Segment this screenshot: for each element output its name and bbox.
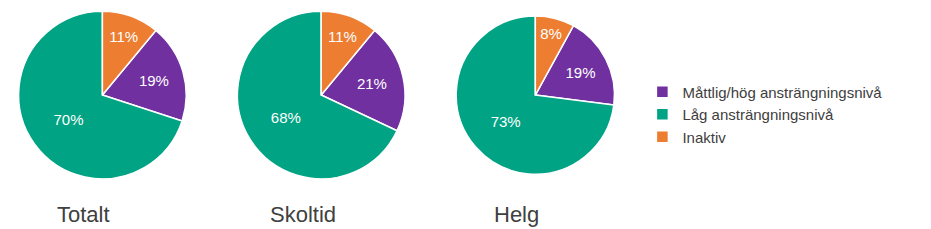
svg-text:Låg ansträngningsnivå: Låg ansträngningsnivå [682,106,834,123]
svg-text:68%: 68% [271,109,301,126]
svg-text:19%: 19% [565,64,595,81]
svg-text:73%: 73% [491,113,521,130]
svg-text:21%: 21% [357,75,387,92]
svg-text:8%: 8% [540,25,562,42]
svg-text:Inaktiv: Inaktiv [682,129,726,146]
svg-text:11%: 11% [328,28,357,45]
svg-text:Skoltid: Skoltid [270,202,336,227]
svg-text:Helg: Helg [494,202,539,227]
svg-text:Totalt: Totalt [57,202,110,227]
svg-text:Måttlig/hög ansträngningsnivå: Måttlig/hög ansträngningsnivå [682,84,882,101]
svg-text:11%: 11% [109,28,138,45]
svg-text:70%: 70% [54,111,84,128]
svg-text:19%: 19% [139,72,169,89]
